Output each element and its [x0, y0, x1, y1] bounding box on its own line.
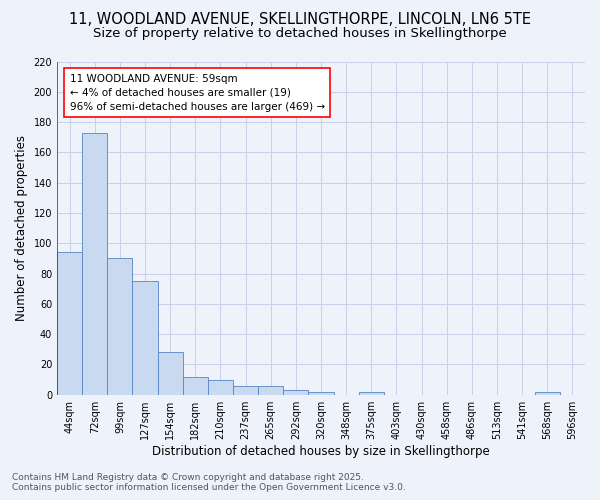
Text: Contains HM Land Registry data © Crown copyright and database right 2025.
Contai: Contains HM Land Registry data © Crown c… — [12, 473, 406, 492]
Bar — [57, 252, 82, 394]
Bar — [258, 386, 283, 394]
Bar — [233, 386, 258, 394]
Bar — [208, 380, 233, 394]
Text: 11, WOODLAND AVENUE, SKELLINGTHORPE, LINCOLN, LN6 5TE: 11, WOODLAND AVENUE, SKELLINGTHORPE, LIN… — [69, 12, 531, 28]
Bar — [183, 376, 208, 394]
Bar — [359, 392, 384, 394]
Y-axis label: Number of detached properties: Number of detached properties — [15, 135, 28, 321]
Bar — [107, 258, 133, 394]
Bar — [283, 390, 308, 394]
Bar — [535, 392, 560, 394]
Bar — [133, 281, 158, 394]
X-axis label: Distribution of detached houses by size in Skellingthorpe: Distribution of detached houses by size … — [152, 444, 490, 458]
Text: 11 WOODLAND AVENUE: 59sqm
← 4% of detached houses are smaller (19)
96% of semi-d: 11 WOODLAND AVENUE: 59sqm ← 4% of detach… — [70, 74, 325, 112]
Text: Size of property relative to detached houses in Skellingthorpe: Size of property relative to detached ho… — [93, 28, 507, 40]
Bar — [308, 392, 334, 394]
Bar — [82, 132, 107, 394]
Bar — [158, 352, 183, 395]
